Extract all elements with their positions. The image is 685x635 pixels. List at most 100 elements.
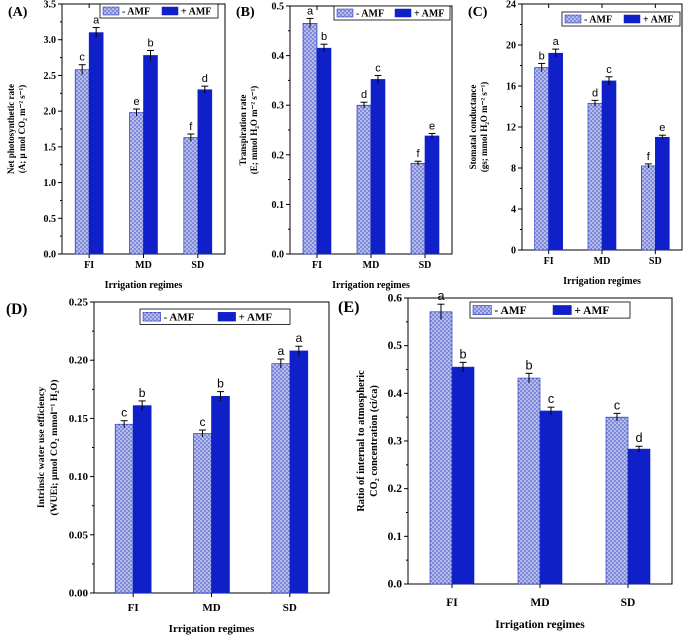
y-tick-label: 20 bbox=[506, 41, 516, 52]
chart-panel-e: (E) 0.0 0.1 0.2 0.3 0.4 0.5 0.6 FI a b MD b c SD c d Irri… bbox=[338, 289, 673, 631]
bar-plus-amf bbox=[211, 395, 230, 594]
y-tick-label: 24 bbox=[506, 0, 516, 11]
significance-letter: b bbox=[459, 347, 466, 361]
significance-letter: e bbox=[133, 96, 139, 108]
x-axis-label: Irrigation regimes bbox=[495, 619, 585, 631]
bar-minus-amf bbox=[587, 103, 603, 251]
significance-letter: c bbox=[548, 392, 554, 406]
significance-letter: f bbox=[416, 148, 420, 160]
y-axis-label: Transpiration rate(E; mmol H₂O m⁻² s⁻¹) bbox=[238, 86, 259, 175]
bar-minus-amf bbox=[605, 416, 629, 585]
legend-swatch-minus-amf bbox=[472, 305, 492, 315]
legend-swatch-plus-amf bbox=[552, 305, 572, 315]
y-tick-label: 0.2 bbox=[388, 483, 403, 495]
bar-plus-amf bbox=[197, 89, 213, 255]
significance-letter: a bbox=[437, 289, 445, 303]
legend-swatch-plus-amf bbox=[623, 14, 641, 24]
legend-frame bbox=[469, 301, 631, 319]
significance-letter: c bbox=[79, 52, 85, 64]
panel-label: (B) bbox=[236, 5, 255, 20]
y-axis-label-line: Intrinsic water use efficiency bbox=[36, 387, 47, 508]
bar-minus-amf bbox=[410, 162, 426, 255]
y-tick-label: 3.5 bbox=[44, 0, 57, 11]
bar-plus-amf bbox=[370, 79, 386, 255]
legend-swatch-plus-amf bbox=[394, 8, 412, 18]
y-axis-label-line: Net photosynthetic rate bbox=[6, 84, 16, 174]
legend-swatch-minus-amf bbox=[336, 8, 354, 18]
legend-label: - AMF bbox=[494, 305, 526, 317]
significance-letter: b bbox=[147, 37, 153, 49]
significance-letter: b bbox=[525, 358, 532, 372]
significance-letter: c bbox=[199, 415, 205, 429]
x-axis-label: Irrigation regimes bbox=[105, 280, 183, 291]
legend-label: + AMF bbox=[643, 15, 673, 26]
x-tick-label: FI bbox=[84, 260, 94, 271]
bar-minus-amf bbox=[271, 363, 291, 594]
significance-letter: b bbox=[217, 377, 224, 391]
significance-letter: c bbox=[121, 406, 127, 420]
y-axis-label-line: Transpiration rate bbox=[238, 94, 248, 165]
y-tick-label: 0.10 bbox=[69, 471, 89, 483]
y-tick-label: 2.5 bbox=[44, 71, 57, 82]
chart-panel-b: (B) 0.0 0.1 0.2 0.3 0.4 0.5 FI a b MD d c SD f e Irrigat… bbox=[236, 2, 453, 291]
legend-label: + AMF bbox=[239, 312, 273, 324]
legend: - AMF + AMF bbox=[333, 5, 451, 21]
bar-minus-amf bbox=[129, 112, 144, 255]
x-tick-label: FI bbox=[312, 260, 322, 271]
legend-label: + AMF bbox=[181, 7, 211, 18]
significance-letter: d bbox=[635, 431, 642, 445]
bar-plus-amf bbox=[451, 366, 475, 585]
x-axis-label: Irrigation regimes bbox=[332, 280, 410, 291]
bar-plus-amf bbox=[132, 405, 152, 594]
chart-panel-d: (D)0.000.050.100.150.200.25FIcbMDcbSDaaI… bbox=[6, 297, 330, 635]
x-tick-label: FI bbox=[128, 602, 139, 614]
panel-label: (C) bbox=[468, 5, 488, 20]
y-tick-label: 0.25 bbox=[69, 297, 89, 309]
y-tick-label: 0.2 bbox=[272, 150, 285, 161]
bar-minus-amf bbox=[534, 67, 549, 251]
x-tick-label: SD bbox=[191, 260, 204, 271]
x-axis-label: Irrigation regimes bbox=[169, 623, 255, 635]
x-tick-label: MD bbox=[594, 256, 611, 267]
significance-letter: b bbox=[539, 50, 545, 62]
y-tick-label: 0.20 bbox=[69, 355, 89, 367]
chart-panel-c: (C) 0 4 8 12 16 20 24 FI ba MD dc SD f e Irrigation reg… bbox=[468, 0, 683, 287]
significance-letter: b bbox=[321, 31, 327, 43]
y-axis-label-line: (A; μ mol CO₂ m⁻² s⁻¹) bbox=[17, 85, 27, 173]
significance-letter: d bbox=[202, 73, 208, 85]
y-axis-label-line: Stomatal conductance bbox=[468, 85, 478, 170]
y-tick-label: 16 bbox=[506, 82, 516, 93]
y-tick-label: 0.15 bbox=[69, 413, 89, 425]
y-tick-label: 0.4 bbox=[272, 51, 285, 62]
y-axis-label: Net photosynthetic rate(A; μ mol CO₂ m⁻²… bbox=[6, 84, 27, 174]
panel-label: (D) bbox=[6, 301, 27, 318]
bar-minus-amf bbox=[193, 433, 212, 594]
y-tick-label: 0.05 bbox=[69, 529, 89, 541]
significance-letter: a bbox=[93, 15, 100, 27]
significance-letter: d bbox=[592, 87, 598, 99]
legend-swatch-minus-amf bbox=[564, 14, 582, 24]
significance-letter: c bbox=[606, 64, 612, 76]
legend-frame bbox=[333, 5, 451, 21]
bar-plus-amf bbox=[316, 47, 332, 255]
significance-letter: a bbox=[277, 344, 284, 358]
x-tick-label: SD bbox=[621, 597, 636, 609]
legend-label: + AMF bbox=[414, 9, 444, 20]
y-tick-label: 0.0 bbox=[272, 250, 285, 261]
bar-plus-amf bbox=[627, 448, 651, 585]
significance-letter: a bbox=[553, 36, 560, 48]
bar-minus-amf bbox=[356, 104, 372, 255]
x-tick-label: SD bbox=[419, 260, 432, 271]
y-axis-label-line: (gs; mmol H₂O m⁻² s⁻¹) bbox=[479, 82, 489, 173]
x-tick-label: MD bbox=[530, 597, 549, 609]
y-tick-label: 8 bbox=[511, 164, 516, 175]
chart-panel-a: (A) 0.0 0.5 1.0 1.5 2.0 2.5 3.0 3.5 FI c a MD e b SD f d I… bbox=[6, 0, 226, 291]
y-axis-label: Stomatal conductance(gs; mmol H₂O m⁻² s⁻… bbox=[468, 82, 489, 173]
significance-letter: e bbox=[659, 122, 665, 134]
y-tick-label: 0.00 bbox=[69, 588, 89, 600]
y-tick-label: 0.4 bbox=[388, 388, 403, 400]
legend-label: - AMF bbox=[122, 7, 150, 18]
significance-letter: b bbox=[139, 386, 146, 400]
legend-frame bbox=[99, 3, 219, 19]
